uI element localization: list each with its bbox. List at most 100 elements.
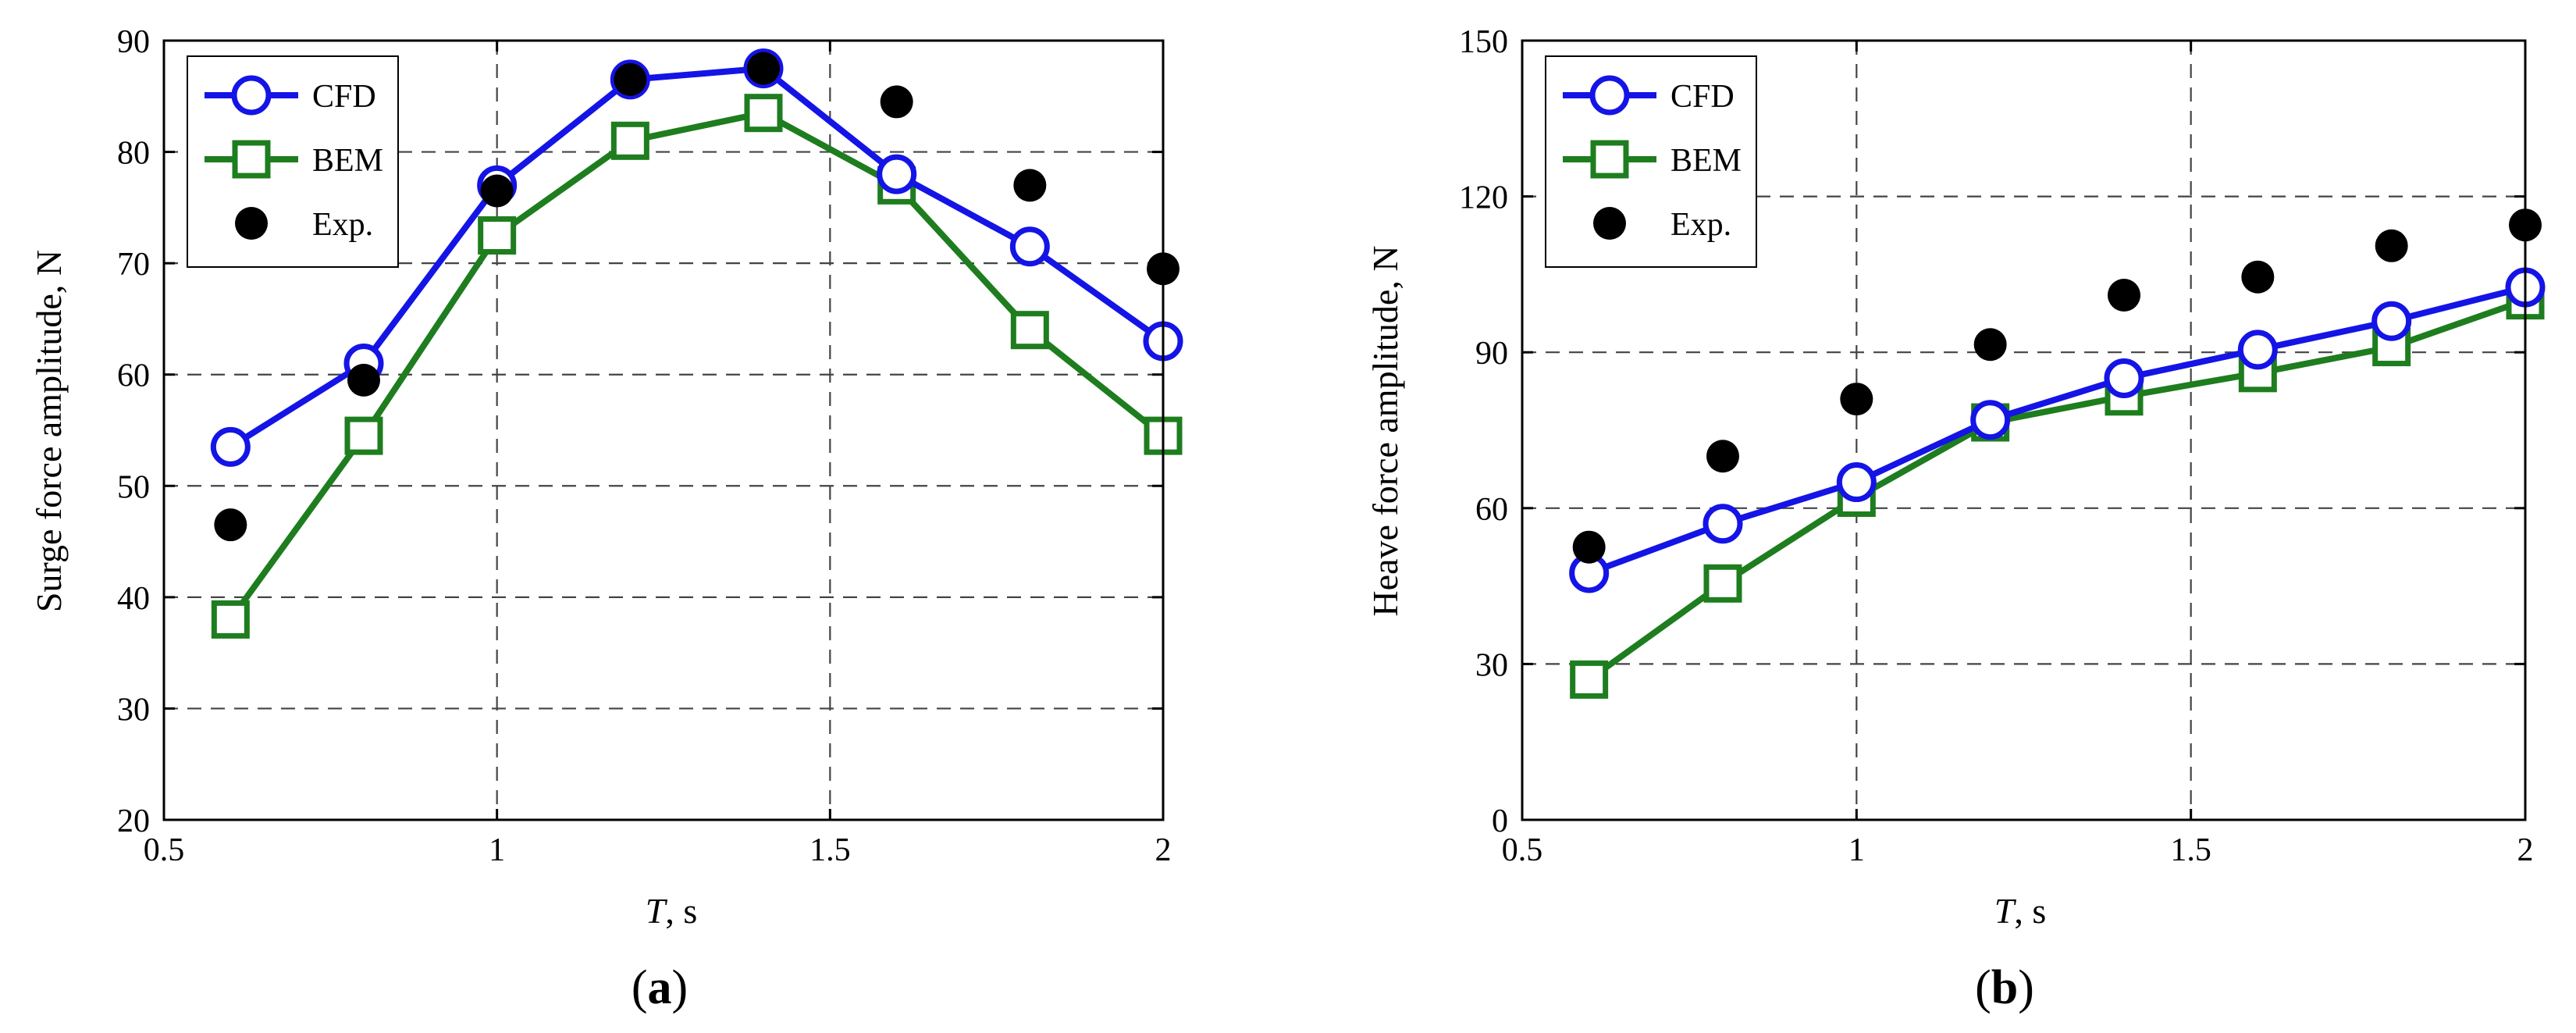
y-tick-label: 20 — [117, 803, 150, 839]
x-axis-label: T, s — [646, 891, 698, 931]
data-point-bem — [1010, 311, 1049, 350]
x-tick-label: 2 — [1155, 832, 1172, 868]
series-layer — [1569, 208, 2546, 699]
series-bem — [211, 94, 1183, 639]
legend-marker-exp — [1593, 207, 1626, 240]
series-bem — [1570, 281, 2545, 699]
y-tick-label: 60 — [1475, 492, 1508, 528]
legend-entry-bem: BEM — [205, 140, 383, 179]
data-point-cfd — [2104, 358, 2144, 398]
chart-surge-force: 0.5 1 1.5 2 20 30 40 50 60 70 80 90 CFD BEM Exp. Surg… — [29, 24, 1183, 1014]
y-tick-label: 30 — [117, 692, 150, 728]
legend-label-cfd: CFD — [1670, 79, 1735, 115]
data-point-exp — [614, 62, 647, 96]
x-tick-label: 2 — [2517, 832, 2534, 868]
x-tick-label: 1 — [1848, 832, 1865, 868]
data-point-exp — [214, 508, 247, 542]
data-point-exp — [2375, 229, 2408, 262]
panel-letter: a — [648, 961, 672, 1014]
x-axis-variable: T — [646, 891, 668, 931]
data-point-exp — [480, 174, 514, 208]
data-point-cfd — [1009, 226, 1050, 267]
panel-label: (a) — [632, 961, 688, 1014]
y-tick-label: 50 — [117, 469, 150, 505]
series-exp — [214, 52, 1179, 542]
legend-label-exp: Exp. — [1670, 207, 1731, 243]
legend-label-bem: BEM — [1670, 143, 1742, 179]
data-point-exp — [1572, 530, 1606, 564]
legend-entry-exp: Exp. — [235, 207, 373, 243]
data-point-bem — [211, 600, 250, 639]
data-point-exp — [747, 52, 780, 85]
x-axis-unit: , s — [2014, 891, 2046, 931]
data-point-cfd — [2237, 329, 2278, 370]
y-tick-label: 0 — [1492, 803, 1508, 839]
y-tick-label: 150 — [1459, 24, 1508, 60]
data-point-cfd — [1970, 400, 2011, 440]
data-point-cfd — [1836, 462, 1877, 503]
data-point-bem — [478, 216, 517, 255]
data-point-bem — [610, 121, 649, 160]
series-line-bem — [1587, 297, 2527, 682]
legend: CFD BEM Exp. — [187, 55, 399, 268]
legend-marker-bem — [1590, 140, 1629, 179]
legend-marker-bem — [232, 140, 271, 179]
tick-layer: 0.5 1 1.5 2 20 30 40 50 60 70 80 90 — [117, 24, 1172, 868]
x-tick-label: 1 — [489, 832, 505, 868]
series-line-cfd — [229, 65, 1165, 450]
plot-frame — [1521, 39, 2527, 821]
y-tick-label: 90 — [1475, 336, 1508, 372]
data-point-exp — [880, 85, 913, 119]
chart-heave-force: 0.5 1 1.5 2 0 30 60 90 120 150 CFD BEM Exp. Heave f… — [1365, 24, 2546, 1014]
y-tick-label: 80 — [117, 136, 150, 172]
series-line-bem — [228, 109, 1165, 622]
data-point-cfd — [877, 154, 917, 194]
panel-label: (b) — [1975, 961, 2034, 1014]
y-axis-label: Surge force amplitude, N — [29, 250, 69, 612]
x-tick-label: 0.5 — [1502, 832, 1543, 868]
legend-marker-cfd — [1589, 75, 1630, 116]
data-point-bem — [1570, 660, 1609, 699]
legend-marker-exp — [235, 207, 268, 240]
y-tick-label: 40 — [117, 581, 150, 617]
data-point-cfd — [210, 426, 251, 467]
y-tick-label: 120 — [1459, 180, 1508, 216]
y-tick-label: 60 — [117, 358, 150, 394]
legend: CFD BEM Exp. — [1545, 55, 1757, 268]
x-axis-variable: T — [1994, 891, 2017, 931]
y-tick-label: 90 — [117, 24, 150, 60]
series-layer — [210, 48, 1183, 639]
tick-layer: 0.5 1 1.5 2 0 30 60 90 120 150 — [1459, 24, 2534, 868]
data-point-exp — [1840, 383, 1873, 416]
data-point-exp — [1706, 440, 1739, 473]
panel-letter: b — [1991, 961, 2018, 1014]
x-axis-label: T, s — [1994, 891, 2047, 931]
legend-entry-exp: Exp. — [1593, 207, 1731, 243]
series-exp — [1572, 208, 2542, 564]
x-tick-label: 0.5 — [144, 832, 185, 868]
legend-entry-cfd: CFD — [205, 75, 376, 116]
data-point-bem — [1703, 564, 1742, 603]
legend-entry-cfd: CFD — [1563, 75, 1735, 116]
legend-label-bem: BEM — [312, 143, 383, 179]
series-line-cfd — [1588, 284, 2526, 576]
data-point-exp — [347, 363, 380, 397]
legend-label-exp: Exp. — [312, 207, 373, 243]
x-tick-label: 1.5 — [2170, 832, 2211, 868]
y-tick-label: 30 — [1475, 647, 1508, 683]
y-tick-label: 70 — [117, 247, 150, 283]
legend-marker-cfd — [231, 75, 272, 116]
y-axis-label: Heave force amplitude, N — [1365, 245, 1405, 616]
data-point-bem — [344, 416, 383, 455]
data-point-exp — [1973, 328, 2007, 362]
legend-label-cfd: CFD — [312, 79, 376, 115]
data-point-exp — [1013, 169, 1047, 202]
data-point-cfd — [2371, 301, 2412, 341]
x-axis-unit: , s — [665, 891, 697, 931]
x-tick-label: 1.5 — [809, 832, 851, 868]
plot-frame — [162, 39, 1165, 821]
legend-entry-bem: BEM — [1563, 140, 1742, 179]
data-point-exp — [2241, 260, 2275, 294]
series-cfd — [1569, 267, 2546, 593]
